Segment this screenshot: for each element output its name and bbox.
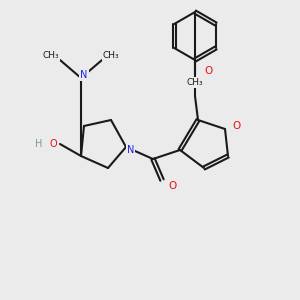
Text: O: O — [50, 139, 57, 149]
Text: CH₃: CH₃ — [187, 78, 203, 87]
Text: O: O — [204, 65, 212, 76]
Text: CH₃: CH₃ — [43, 51, 59, 60]
Text: H: H — [34, 139, 42, 149]
Text: O: O — [232, 121, 241, 131]
Text: N: N — [80, 70, 88, 80]
Text: O: O — [168, 181, 176, 191]
Text: CH₃: CH₃ — [103, 51, 119, 60]
Text: N: N — [127, 145, 134, 155]
